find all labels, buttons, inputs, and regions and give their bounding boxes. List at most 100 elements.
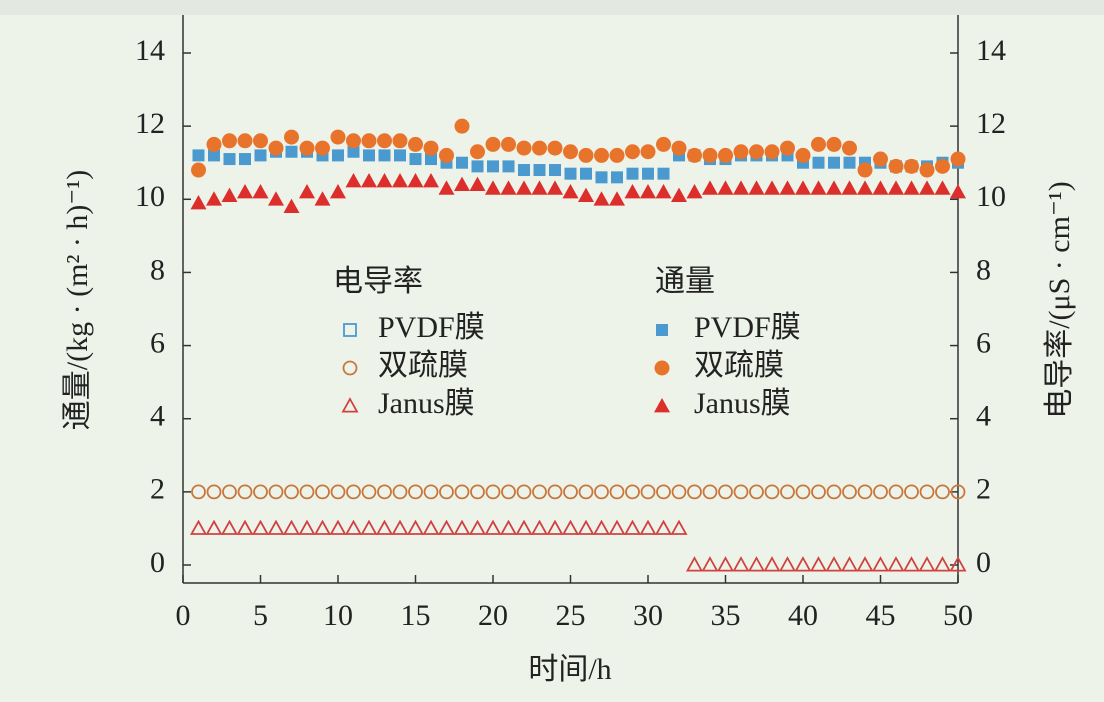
triangle-marker [857, 180, 873, 195]
circle-marker [702, 484, 718, 500]
triangle-marker [949, 556, 967, 572]
triangle-marker [624, 183, 641, 199]
circle-marker [563, 484, 578, 500]
circle-marker [532, 484, 547, 500]
triangle-marker [856, 556, 874, 572]
square-marker [533, 164, 546, 177]
circle-marker [330, 129, 346, 145]
triangle-marker [189, 519, 208, 535]
triangle-marker [639, 519, 657, 535]
circle-marker [609, 147, 625, 163]
square-marker [363, 149, 375, 162]
legend-label: 双疏膜 [694, 349, 784, 382]
circle-marker [656, 136, 671, 152]
circle-marker [904, 158, 919, 174]
circle-marker [718, 484, 733, 500]
circle-marker [342, 360, 358, 376]
circle-marker [268, 484, 284, 500]
triangle-marker [794, 556, 812, 572]
y-tick-label: 12 [135, 107, 165, 140]
square-marker [223, 153, 236, 166]
y-tick-label: 10 [135, 180, 165, 213]
circle-marker [454, 484, 470, 500]
triangle-marker [516, 180, 532, 195]
triangle-marker [716, 556, 735, 572]
circle-marker [594, 484, 609, 500]
triangle-marker [562, 183, 579, 199]
triangle-marker [252, 183, 269, 199]
circle-marker [733, 484, 749, 500]
circle-marker [904, 484, 919, 500]
square-marker [471, 160, 484, 173]
triangle-marker [423, 173, 439, 188]
x-tick-label: 40 [788, 599, 818, 632]
circle-marker [377, 133, 392, 149]
circle-marker [873, 484, 888, 500]
circle-marker [361, 484, 377, 500]
triangle-marker [747, 556, 766, 572]
top-band [0, 0, 1104, 15]
square-marker [487, 160, 499, 173]
circle-marker [671, 140, 687, 156]
triangle-marker [764, 180, 780, 195]
square-marker [812, 156, 825, 169]
triangle-marker [330, 183, 346, 199]
square-marker [409, 153, 422, 166]
circle-marker [780, 484, 795, 500]
triangle-marker [220, 519, 239, 535]
triangle-marker [763, 556, 781, 572]
y2-tick-label: 6 [976, 326, 991, 359]
circle-marker [485, 136, 501, 152]
triangle-marker [237, 183, 253, 199]
triangle-marker [809, 556, 828, 572]
triangle-marker [438, 180, 455, 195]
triangle-marker [732, 556, 750, 572]
square-marker [239, 153, 251, 166]
triangle-marker [221, 187, 238, 203]
y2-tick-label: 4 [976, 400, 991, 433]
triangle-marker [329, 519, 347, 535]
y2-tick-label: 8 [976, 253, 991, 286]
triangle-marker [888, 180, 904, 195]
circle-marker [284, 484, 299, 500]
square-marker [425, 153, 437, 166]
circle-marker [625, 484, 640, 500]
triangle-marker [840, 556, 859, 572]
triangle-marker [795, 180, 811, 195]
circle-marker [191, 484, 206, 500]
circle-marker [795, 147, 811, 163]
circle-marker [749, 144, 764, 160]
triangle-marker [205, 519, 223, 535]
x-tick-label: 30 [633, 599, 663, 632]
triangle-marker [453, 519, 471, 535]
circle-marker [718, 147, 733, 163]
circle-marker [439, 484, 454, 500]
circle-marker [811, 484, 826, 500]
circle-marker [687, 484, 702, 500]
circle-marker [315, 140, 330, 156]
circle-marker [532, 140, 547, 156]
triangle-marker [825, 556, 843, 572]
circle-marker [950, 151, 966, 167]
y2-tick-label: 12 [976, 107, 1006, 140]
triangle-marker [654, 398, 670, 413]
circle-marker [253, 484, 268, 500]
circle-marker [516, 140, 532, 156]
triangle-marker [468, 519, 487, 535]
triangle-marker [685, 556, 704, 572]
circle-marker [919, 162, 935, 178]
circle-marker [547, 140, 563, 156]
triangle-marker [871, 556, 890, 572]
y-tick-label: 2 [150, 473, 165, 506]
circle-marker [253, 133, 268, 149]
triangle-marker [640, 183, 656, 199]
circle-marker [206, 136, 222, 152]
triangle-marker [902, 556, 921, 572]
triangle-marker [841, 180, 858, 195]
y-tick-label: 14 [135, 34, 165, 67]
triangle-marker [654, 519, 673, 535]
circle-marker [191, 162, 206, 178]
triangle-marker [578, 187, 594, 203]
circle-marker [299, 484, 315, 500]
square-marker [285, 145, 298, 158]
